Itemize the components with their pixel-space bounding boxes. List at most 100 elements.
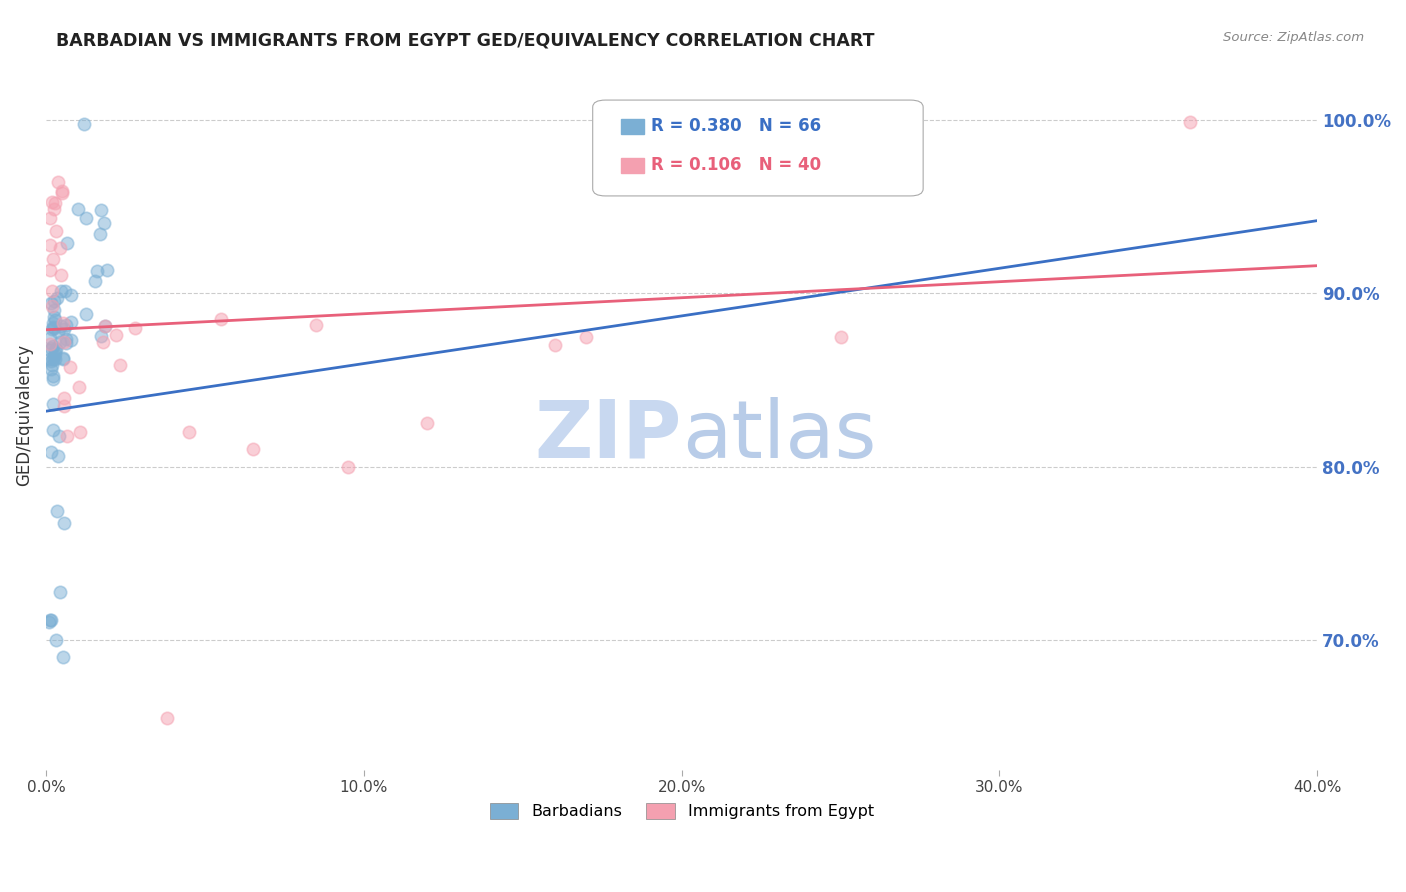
Point — [93, 334, 115, 349]
Point — [44, 313, 66, 327]
Point — [48, 428, 70, 442]
Point — [53, 516, 76, 530]
Point — [337, 459, 360, 474]
Point — [42, 369, 65, 384]
Point — [51, 351, 73, 366]
FancyBboxPatch shape — [593, 100, 924, 196]
Point — [49, 334, 72, 349]
Point — [49, 284, 72, 298]
Point — [56, 236, 79, 251]
Point — [39, 341, 62, 355]
Point — [46, 175, 69, 189]
Point — [42, 349, 65, 363]
Point — [305, 318, 328, 332]
Point — [45, 632, 67, 647]
Point — [96, 263, 118, 277]
Point — [55, 429, 77, 443]
Point — [44, 310, 66, 325]
Point — [41, 284, 63, 298]
Point — [45, 224, 67, 238]
Point — [41, 299, 63, 313]
Point — [39, 613, 62, 627]
Point — [51, 186, 73, 200]
Point — [830, 329, 852, 343]
Point — [39, 353, 62, 368]
Point — [46, 449, 69, 463]
Point — [124, 321, 146, 335]
Point — [89, 227, 111, 241]
Point — [156, 711, 179, 725]
Point — [42, 316, 65, 330]
Point — [75, 307, 97, 321]
Point — [38, 211, 60, 226]
Point — [93, 318, 115, 333]
Point — [41, 445, 63, 459]
Point — [39, 296, 62, 310]
Point — [93, 216, 115, 230]
Point — [42, 202, 65, 216]
Point — [179, 425, 201, 439]
Point — [51, 351, 73, 366]
Point — [42, 424, 65, 438]
Point — [39, 336, 62, 351]
Point — [53, 284, 76, 298]
Point — [39, 361, 62, 376]
Point — [49, 319, 72, 334]
Point — [41, 252, 63, 266]
Text: Source: ZipAtlas.com: Source: ZipAtlas.com — [1223, 31, 1364, 45]
FancyBboxPatch shape — [620, 119, 644, 134]
Text: R = 0.106   N = 40: R = 0.106 N = 40 — [651, 156, 821, 175]
Point — [38, 351, 60, 366]
Point — [52, 321, 75, 335]
Point — [39, 238, 62, 252]
Point — [42, 371, 65, 385]
Point — [38, 615, 60, 630]
Text: BARBADIAN VS IMMIGRANTS FROM EGYPT GED/EQUIVALENCY CORRELATION CHART: BARBADIAN VS IMMIGRANTS FROM EGYPT GED/E… — [56, 31, 875, 49]
Point — [66, 202, 89, 216]
Point — [49, 241, 72, 255]
FancyBboxPatch shape — [620, 158, 644, 173]
Point — [55, 318, 77, 332]
Point — [45, 504, 67, 518]
Point — [44, 195, 66, 210]
Point — [44, 293, 66, 308]
Point — [53, 399, 76, 413]
Point — [41, 352, 63, 367]
Y-axis label: GED/Equivalency: GED/Equivalency — [15, 343, 32, 485]
Point — [52, 316, 75, 330]
Point — [75, 211, 97, 226]
Point — [46, 291, 69, 305]
Point — [49, 268, 72, 282]
Point — [59, 288, 82, 302]
Point — [48, 325, 70, 339]
Point — [69, 425, 91, 439]
Point — [67, 380, 90, 394]
Point — [543, 338, 565, 352]
Point — [73, 117, 96, 131]
Point — [44, 351, 66, 366]
Point — [41, 358, 63, 372]
Text: R = 0.380   N = 66: R = 0.380 N = 66 — [651, 118, 821, 136]
Point — [45, 342, 67, 356]
Text: ZIP: ZIP — [534, 397, 682, 475]
Point — [575, 329, 598, 343]
Point — [242, 442, 264, 457]
Point — [52, 334, 75, 349]
Point — [90, 328, 112, 343]
Point — [41, 194, 63, 209]
Point — [42, 397, 65, 411]
Point — [44, 347, 66, 361]
Point — [209, 312, 232, 326]
Point — [90, 202, 112, 217]
Point — [59, 315, 82, 329]
Point — [51, 184, 73, 198]
Point — [84, 274, 107, 288]
Point — [39, 263, 62, 277]
Text: atlas: atlas — [682, 397, 876, 475]
Point — [1178, 115, 1201, 129]
Point — [38, 343, 60, 357]
Point — [52, 391, 75, 405]
Point — [42, 320, 65, 334]
Point — [59, 360, 82, 375]
Point — [105, 328, 128, 343]
